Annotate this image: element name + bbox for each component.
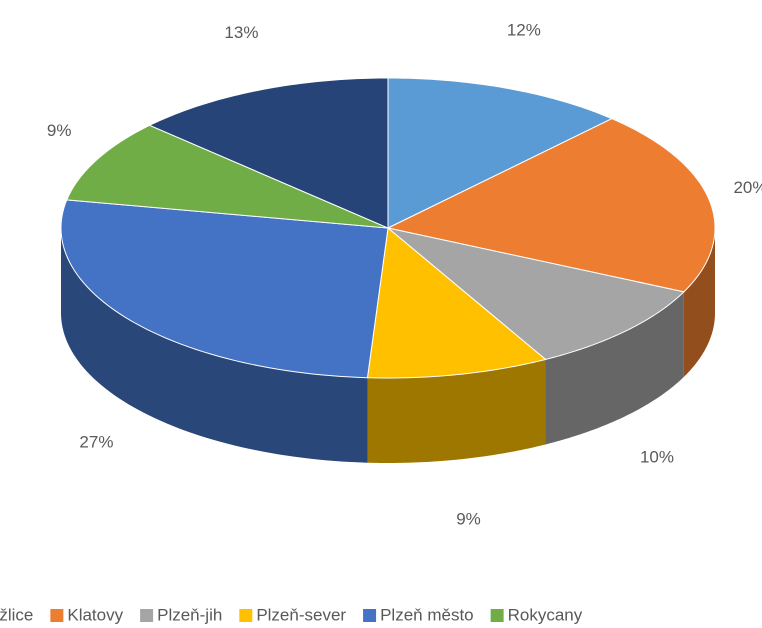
legend-label: Plzeň-sever (256, 605, 346, 624)
legend-swatch (140, 609, 154, 622)
data-label: 10% (640, 448, 674, 467)
slice (387, 227, 685, 360)
legend-label: Plzeň město (380, 605, 474, 624)
tops (60, 77, 716, 379)
data-label: 20% (733, 178, 762, 197)
legend-swatch (50, 609, 64, 622)
data-label: 13% (224, 23, 258, 42)
slice (386, 118, 716, 293)
legend-label: Plzeň-jih (157, 605, 222, 624)
legend-swatch (490, 609, 504, 622)
slice (366, 227, 547, 379)
slice-side (61, 228, 368, 463)
slice-side (683, 228, 715, 377)
slice-side (367, 359, 546, 463)
slice (66, 124, 389, 229)
legend-swatch (363, 609, 377, 622)
legend-label: Klatovy (67, 605, 123, 624)
legend-swatch (239, 609, 253, 622)
sides (61, 228, 715, 463)
data-label: 27% (79, 432, 113, 451)
data-label: 9% (456, 509, 481, 528)
slice (60, 199, 389, 379)
data-label: 9% (47, 121, 72, 140)
legend-label: Rokycany (508, 605, 583, 624)
slice-side (545, 291, 684, 445)
slice (148, 77, 389, 229)
data-label: 12% (507, 20, 541, 39)
legend-label: Domažlice (0, 605, 33, 624)
slice (387, 77, 614, 229)
